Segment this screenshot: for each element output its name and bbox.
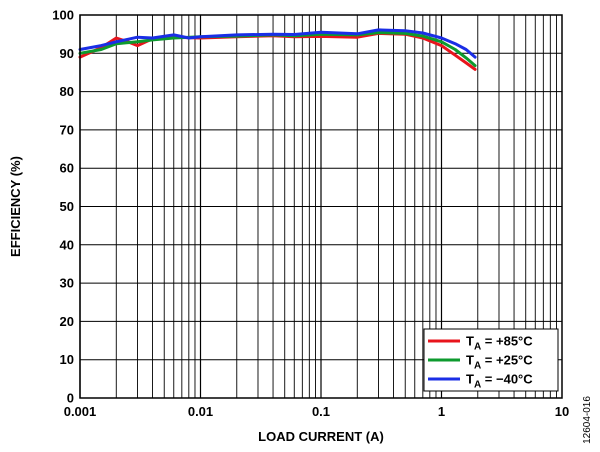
plot-frame [79,14,563,399]
legend-label: TA = +85°C [466,334,533,353]
x-tick-label: 0.1 [312,404,330,419]
y-tick-label: 60 [60,161,74,176]
y-tick-label: 0 [67,391,74,406]
x-axis-title: LOAD CURRENT (A) [258,429,384,444]
y-tick-label: 80 [60,84,74,99]
y-tick-label: 10 [60,352,74,367]
y-tick-labels: 0 10 20 30 40 50 60 70 80 90 100 [52,8,74,406]
series-line-2 [78,28,477,59]
series-lines [78,28,477,71]
legend-label: TA = −40°C [466,372,533,391]
y-axis-title: EFFICIENCY (%) [8,156,23,257]
y-tick-label: 50 [60,199,74,214]
y-tick-label: 70 [60,122,74,137]
y-tick-label: 100 [52,8,74,23]
figure-id: 12604-016 [582,396,593,444]
y-tick-label: 20 [60,314,74,329]
legend: TA = +85°CTA = +25°CTA = −40°C [423,328,559,392]
y-tick-label: 40 [60,237,74,252]
x-tick-label: 0.001 [64,404,97,419]
x-tick-label: 1 [438,404,445,419]
x-tick-label: 0.01 [188,404,213,419]
y-tick-label: 90 [60,46,74,61]
x-tick-labels: 0.001 0.01 0.1 1 10 [64,404,570,419]
legend-label: TA = +25°C [466,353,533,372]
series-line-0 [78,31,477,71]
y-tick-label: 30 [60,276,74,291]
x-tick-label: 10 [555,404,569,419]
